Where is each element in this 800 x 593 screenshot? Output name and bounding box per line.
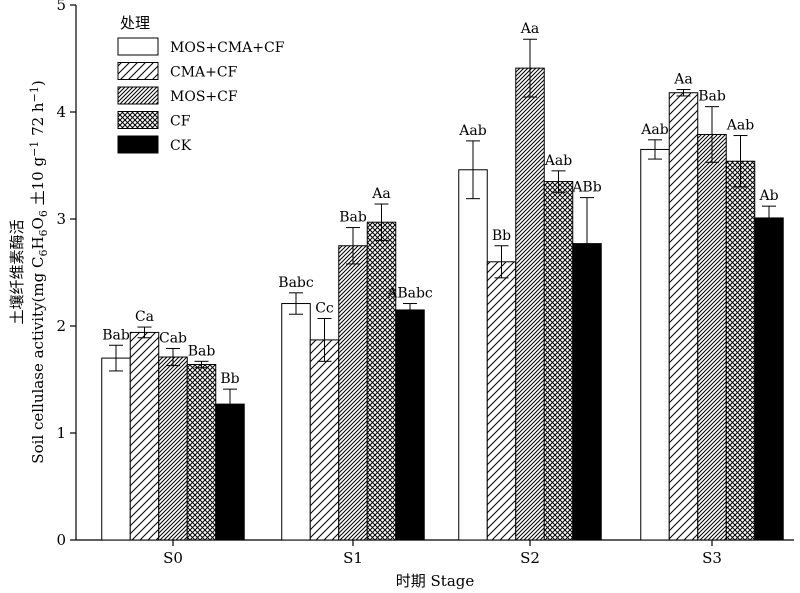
x-tick-label: S1 <box>343 549 363 567</box>
bar <box>186 364 217 541</box>
bar <box>754 217 784 541</box>
significance-label: ABb <box>571 180 601 196</box>
significance-label: Ca <box>135 309 154 325</box>
significance-label: Babc <box>278 275 314 291</box>
significance-label: Aab <box>458 123 486 139</box>
bar <box>458 169 488 541</box>
y-tick-label: 1 <box>56 424 66 442</box>
legend-swatch <box>117 86 159 105</box>
significance-label: Ab <box>758 188 778 204</box>
bar <box>640 148 670 541</box>
x-tick-label: S2 <box>520 549 540 567</box>
bar <box>697 133 727 541</box>
y-axis-title-en: Soil cellulase activity(mg C6H6O6 土10 g−… <box>28 80 50 463</box>
bar <box>129 331 160 541</box>
bar <box>668 92 699 541</box>
y-tick-label: 4 <box>56 103 66 121</box>
legend-swatch <box>117 62 159 80</box>
y-tick-label: 3 <box>56 210 66 228</box>
legend: 处理 MOS+CMA+CF CMA+CF MOS+CF CF CK <box>117 14 285 154</box>
x-tick-label: S3 <box>702 549 722 567</box>
bar <box>158 356 188 541</box>
significance-label: Cab <box>159 330 187 346</box>
bar <box>101 357 131 541</box>
bar <box>395 309 425 541</box>
bar <box>309 339 340 541</box>
y-axis-title-cn: 土壤纤维素酶活 <box>8 219 26 324</box>
bar <box>543 181 574 541</box>
bar <box>281 303 311 541</box>
legend-swatch <box>117 135 159 154</box>
bar <box>725 160 756 541</box>
bar <box>515 67 545 541</box>
significance-label: Bab <box>188 343 216 359</box>
legend-swatch <box>117 111 159 129</box>
bar <box>486 261 517 541</box>
significance-label: Bab <box>102 327 130 343</box>
legend-label: MOS+CF <box>170 89 238 105</box>
bar <box>366 221 397 541</box>
significance-label: Aab <box>726 118 754 134</box>
x-tick-group: S0 S1 S2 S3 <box>163 540 722 567</box>
legend-label: MOS+CMA+CF <box>170 40 285 56</box>
x-tick-label: S0 <box>163 549 183 567</box>
significance-label: Bb <box>492 228 511 244</box>
legend-label: CK <box>170 138 192 154</box>
significance-label: Aa <box>520 21 539 37</box>
legend-swatch <box>117 37 159 56</box>
significance-label: Aab <box>544 153 572 169</box>
legend-label: CMA+CF <box>170 65 238 81</box>
significance-label: Aa <box>371 186 390 202</box>
significance-label: Bab <box>698 89 726 105</box>
bar <box>215 403 245 541</box>
significance-label: Bb <box>220 371 239 387</box>
significance-label: Aa <box>673 72 692 88</box>
y-tick-label: 0 <box>56 531 66 549</box>
legend-label: CF <box>170 114 191 130</box>
significance-label: Aab <box>640 122 668 138</box>
y-tick-label: 2 <box>56 317 66 335</box>
bar <box>338 245 368 541</box>
x-axis-title: 时期 Stage <box>396 572 475 590</box>
bar-group: BabCaCabBabBbBabcCcBabAaABabcAabBbAaAabA… <box>101 21 784 541</box>
significance-label: Cc <box>315 301 334 317</box>
legend-title: 处理 <box>120 14 150 32</box>
y-tick-label: 5 <box>56 0 66 14</box>
y-tick-group: 0 1 2 3 4 5 <box>56 0 76 549</box>
significance-label: Bab <box>339 210 367 226</box>
significance-label: ABabc <box>386 286 433 302</box>
